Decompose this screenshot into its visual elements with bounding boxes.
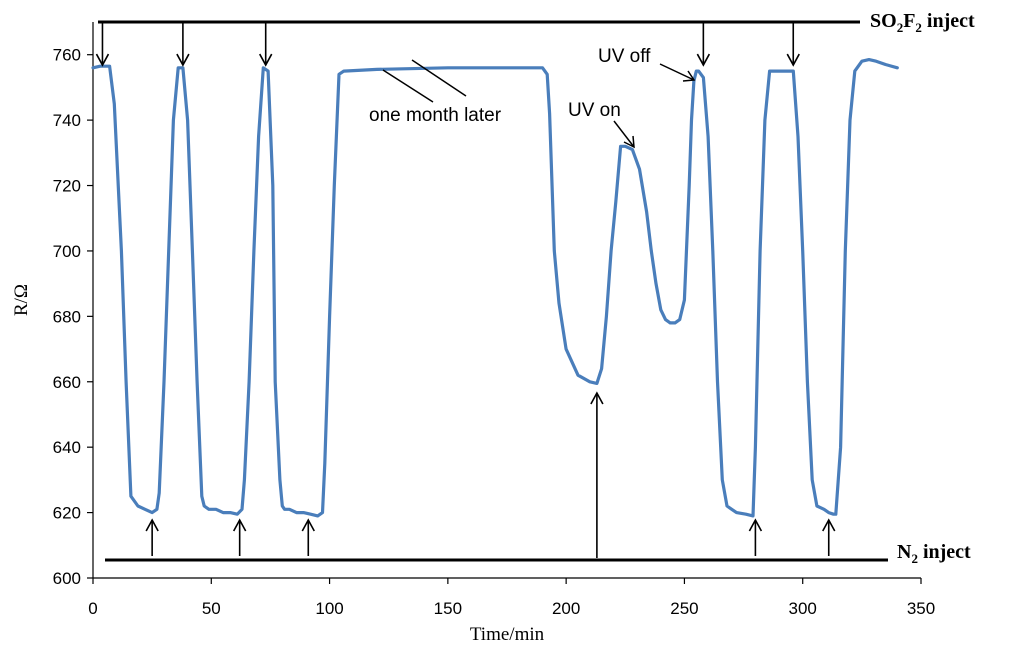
- month-pointer-line-1: [382, 69, 434, 103]
- so2f2-inject-label: SO2F2 inject: [870, 10, 975, 35]
- n2-arrow: [145, 518, 159, 556]
- y-ticks: 600 620 640 660 680 700 720 740 760: [53, 46, 93, 588]
- y-axis-title: R/Ω: [11, 284, 32, 316]
- so2f2-arrow: [786, 22, 800, 67]
- n2-inject-label: N2 inject: [897, 541, 971, 566]
- y-tick-label: 740: [53, 111, 81, 130]
- y-tick-label: 640: [53, 438, 81, 457]
- y-tick-label: 720: [53, 177, 81, 196]
- x-tick-label: 350: [907, 599, 935, 618]
- x-tick-label: 50: [202, 599, 221, 618]
- n2-arrow: [748, 518, 763, 556]
- resistance-series-line: [91, 58, 899, 518]
- so2f2-arrow: [95, 22, 110, 67]
- so2f2-inject-arrows: [95, 22, 800, 67]
- uv-on-label: UV on: [568, 100, 621, 121]
- x-tick-label: 300: [789, 599, 817, 618]
- n2-arrow: [232, 518, 247, 556]
- x-tick-label: 150: [434, 599, 462, 618]
- y-tick-label: 680: [53, 307, 81, 326]
- n2-arrow: [590, 391, 604, 558]
- n2-inject-arrows: [145, 391, 836, 558]
- uv-on-pointer: [613, 120, 635, 149]
- y-tick-label: 700: [53, 242, 81, 261]
- y-tick-label: 620: [53, 504, 81, 523]
- n2-arrow: [822, 518, 836, 556]
- x-ticks: 0 50 100 150 200 250 300 350: [88, 578, 935, 618]
- uv-off-pointer: [659, 63, 696, 82]
- month-pointer-line-2: [411, 59, 467, 97]
- one-month-later-label: one month later: [369, 105, 502, 126]
- so2f2-arrow: [258, 22, 273, 67]
- n2-arrow: [301, 518, 315, 556]
- y-tick-label: 660: [53, 373, 81, 392]
- x-axis-title: Time/min: [470, 624, 545, 645]
- x-tick-label: 100: [315, 599, 343, 618]
- x-tick-label: 0: [88, 599, 97, 618]
- so2f2-arrow: [696, 22, 711, 67]
- y-tick-label: 600: [53, 569, 81, 588]
- x-tick-label: 250: [670, 599, 698, 618]
- y-tick-label: 760: [53, 46, 81, 65]
- uv-off-label: UV off: [598, 46, 651, 67]
- x-tick-label: 200: [552, 599, 580, 618]
- so2f2-arrow: [176, 22, 190, 67]
